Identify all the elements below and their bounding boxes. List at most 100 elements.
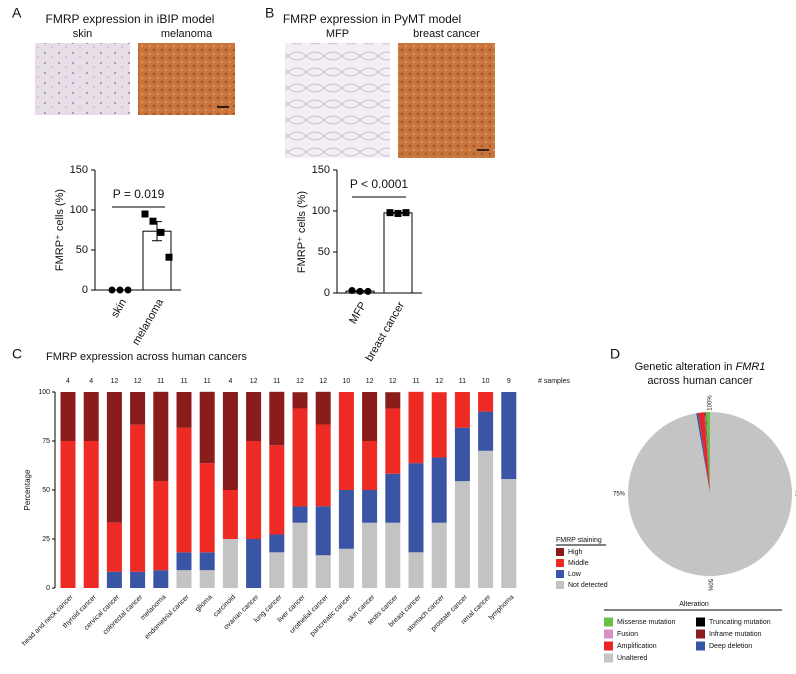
- legend-swatch: [556, 559, 564, 567]
- bar-segment: [83, 392, 99, 441]
- bar-segment: [130, 571, 146, 588]
- bar-segment: [269, 391, 285, 446]
- x-tick-label: MFP: [347, 300, 369, 326]
- image-label: melanoma: [161, 28, 213, 40]
- bar-segment: [478, 450, 494, 588]
- legend-swatch: [696, 617, 705, 627]
- sample-count: 11: [157, 378, 164, 385]
- bar-segment: [222, 490, 238, 539]
- pie-slice: [704, 412, 710, 494]
- legend-label: Truncating mutation: [709, 619, 771, 626]
- x-tick-label: colorectal cancer: [102, 593, 145, 636]
- y-tick-label: 50: [42, 487, 50, 494]
- panel-letter: B: [265, 5, 274, 21]
- sample-count: 11: [180, 378, 187, 385]
- pie-tick-label: 75%: [613, 492, 626, 498]
- sample-count: 12: [296, 378, 304, 385]
- x-tick-label: lymphoma: [488, 594, 516, 622]
- bar-segment: [269, 552, 285, 588]
- legend-swatch: [556, 581, 564, 589]
- legend-swatch: [696, 629, 705, 639]
- data-point: [141, 210, 149, 218]
- bar-segment: [338, 548, 354, 588]
- bar-segment: [176, 570, 192, 588]
- pie-tick-label: 100%: [708, 395, 714, 411]
- data-point: [165, 253, 173, 261]
- sample-count: 12: [389, 378, 397, 385]
- legend-label: Amplification: [617, 643, 657, 650]
- sample-count: 4: [228, 378, 232, 385]
- y-axis-label: Percentage: [23, 469, 32, 510]
- pie-tick-label: 25%: [795, 492, 796, 498]
- pie-slice: [627, 412, 792, 576]
- legend-label: Missense mutation: [617, 619, 675, 626]
- bar-segment: [246, 539, 262, 588]
- sample-count: 10: [482, 378, 490, 385]
- x-tick-label: endometrial cancer: [144, 593, 192, 641]
- title-gene: FMR1: [735, 361, 765, 373]
- bar-segment: [176, 392, 192, 428]
- bar-segment: [431, 392, 447, 458]
- bar-segment: [222, 539, 238, 588]
- bar-segment: [292, 506, 308, 523]
- bar-segment: [385, 473, 401, 523]
- bar-segment: [454, 392, 470, 428]
- bar-segment: [199, 570, 215, 588]
- legend-label: Middle: [568, 560, 589, 567]
- sample-count: 11: [204, 378, 211, 385]
- y-axis-label: FMRP⁺ cells (%): [54, 189, 66, 271]
- bar-segment: [454, 481, 470, 588]
- bar-segment: [315, 424, 331, 507]
- sample-count: 12: [134, 378, 142, 385]
- pie-slice: [705, 412, 710, 494]
- bar-segment: [106, 571, 122, 588]
- y-tick-label: 150: [70, 164, 88, 176]
- chart-title: Genetic alteration in FMR1: [635, 361, 766, 373]
- data-point: [157, 228, 165, 236]
- bar-segment: [408, 552, 424, 588]
- bar-segment: [292, 522, 308, 588]
- p-value: P < 0.0001: [350, 177, 408, 191]
- image-label: skin: [73, 28, 93, 40]
- pie-tick-label: 50%: [706, 579, 712, 592]
- bar-segment: [153, 480, 169, 571]
- legend-label: Not detected: [568, 582, 608, 589]
- chart-title: FMRP expression across human cancers: [46, 351, 247, 363]
- data-point: [394, 209, 402, 217]
- pie-slice: [704, 412, 710, 494]
- bar-segment: [153, 570, 169, 588]
- bar: [383, 212, 413, 294]
- bar-segment: [199, 463, 215, 553]
- legend-swatch: [604, 617, 613, 627]
- y-tick-label: 0: [46, 585, 50, 592]
- y-tick-label: 0: [82, 284, 88, 296]
- bar-segment: [222, 392, 238, 490]
- chart-title: FMRP expression in PyMT model: [283, 12, 461, 26]
- pie-slice: [696, 412, 710, 494]
- bar-segment: [408, 391, 424, 464]
- bar-segment: [315, 391, 331, 425]
- legend-swatch: [696, 641, 705, 651]
- y-tick-label: 100: [38, 389, 50, 396]
- bar-segment: [83, 441, 99, 588]
- data-point: [386, 209, 394, 217]
- bar-segment: [431, 457, 447, 523]
- bar-segment: [454, 427, 470, 482]
- bar-segment: [501, 392, 517, 480]
- bar-segment: [269, 445, 285, 535]
- sample-count: 12: [319, 378, 327, 385]
- data-point: [348, 287, 356, 295]
- sample-count: 12: [366, 378, 374, 385]
- sample-count: 12: [111, 378, 119, 385]
- bar-segment: [130, 424, 146, 572]
- data-point: [364, 287, 372, 295]
- sample-count: 10: [343, 378, 351, 385]
- x-tick-label: glioma: [194, 594, 214, 614]
- bar-segment: [176, 552, 192, 571]
- data-point: [402, 209, 410, 217]
- bar-segment: [246, 441, 262, 539]
- image-label: breast cancer: [413, 28, 480, 40]
- micrograph: [398, 43, 495, 158]
- legend-label: Deep deletion: [709, 643, 752, 650]
